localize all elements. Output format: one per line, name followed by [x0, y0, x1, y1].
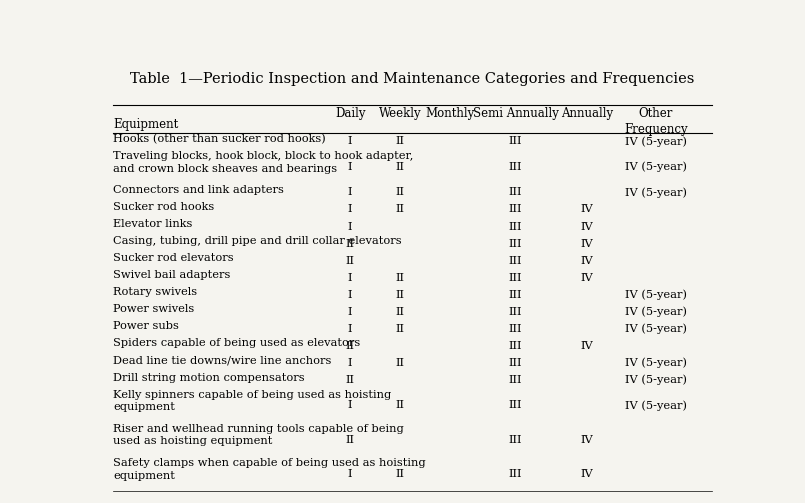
Text: IV (5-year): IV (5-year) [625, 289, 687, 300]
Text: III: III [509, 375, 522, 385]
Text: Sucker rod hooks: Sucker rod hooks [113, 202, 214, 212]
Text: I: I [348, 136, 353, 146]
Text: Annually: Annually [561, 107, 613, 120]
Text: II: II [395, 136, 405, 146]
Text: Power swivels: Power swivels [113, 304, 194, 314]
Text: Casing, tubing, drill pipe and drill collar elevators: Casing, tubing, drill pipe and drill col… [113, 236, 402, 246]
Text: I: I [348, 469, 353, 479]
Text: II: II [345, 256, 355, 266]
Text: IV (5-year): IV (5-year) [625, 187, 687, 198]
Text: Drill string motion compensators: Drill string motion compensators [113, 373, 305, 383]
Text: II: II [395, 273, 405, 283]
Text: III: III [509, 400, 522, 410]
Text: III: III [509, 307, 522, 317]
Text: III: III [509, 469, 522, 479]
Text: IV: IV [581, 221, 593, 231]
Text: Kelly spinners capable of being used as hoisting
equipment: Kelly spinners capable of being used as … [113, 389, 391, 412]
Text: I: I [348, 205, 353, 214]
Text: Monthly: Monthly [425, 107, 475, 120]
Text: IV (5-year): IV (5-year) [625, 323, 687, 334]
Text: III: III [509, 324, 522, 334]
Text: Dead line tie downs/wire line anchors: Dead line tie downs/wire line anchors [113, 356, 332, 366]
Text: I: I [348, 358, 353, 368]
Text: II: II [395, 205, 405, 214]
Text: IV: IV [581, 341, 593, 351]
Text: IV (5-year): IV (5-year) [625, 358, 687, 368]
Text: Equipment: Equipment [113, 118, 179, 131]
Text: I: I [348, 400, 353, 410]
Text: III: III [509, 238, 522, 248]
Text: Spiders capable of being used as elevators: Spiders capable of being used as elevato… [113, 339, 361, 349]
Text: Daily: Daily [335, 107, 365, 120]
Text: Power subs: Power subs [113, 321, 179, 331]
Text: IV (5-year): IV (5-year) [625, 136, 687, 146]
Text: Table  1—Periodic Inspection and Maintenance Categories and Frequencies: Table 1—Periodic Inspection and Maintena… [130, 72, 695, 86]
Text: I: I [348, 188, 353, 198]
Text: IV (5-year): IV (5-year) [625, 400, 687, 411]
Text: I: I [348, 324, 353, 334]
Text: III: III [509, 256, 522, 266]
Text: Traveling blocks, hook block, block to hook adapter,
and crown block sheaves and: Traveling blocks, hook block, block to h… [113, 151, 414, 174]
Text: Other
Frequency: Other Frequency [624, 107, 687, 136]
Text: II: II [395, 307, 405, 317]
Text: III: III [509, 290, 522, 300]
Text: I: I [348, 221, 353, 231]
Text: III: III [509, 162, 522, 172]
Text: I: I [348, 307, 353, 317]
Text: IV (5-year): IV (5-year) [625, 375, 687, 385]
Text: III: III [509, 136, 522, 146]
Text: IV (5-year): IV (5-year) [625, 306, 687, 317]
Text: II: II [395, 324, 405, 334]
Text: II: II [345, 375, 355, 385]
Text: IV: IV [581, 435, 593, 445]
Text: Safety clamps when capable of being used as hoisting
equipment: Safety clamps when capable of being used… [113, 458, 426, 480]
Text: III: III [509, 358, 522, 368]
Text: Connectors and link adapters: Connectors and link adapters [113, 185, 284, 195]
Text: IV: IV [581, 256, 593, 266]
Text: III: III [509, 341, 522, 351]
Text: III: III [509, 273, 522, 283]
Text: III: III [509, 221, 522, 231]
Text: II: II [395, 358, 405, 368]
Text: Weekly: Weekly [379, 107, 421, 120]
Text: Semi Annually: Semi Annually [473, 107, 559, 120]
Text: II: II [395, 162, 405, 172]
Text: Sucker rod elevators: Sucker rod elevators [113, 253, 233, 263]
Text: II: II [395, 290, 405, 300]
Text: I: I [348, 162, 353, 172]
Text: II: II [345, 435, 355, 445]
Text: IV: IV [581, 238, 593, 248]
Text: I: I [348, 290, 353, 300]
Text: Riser and wellhead running tools capable of being
used as hoisting equipment: Riser and wellhead running tools capable… [113, 424, 404, 447]
Text: I: I [348, 273, 353, 283]
Text: IV: IV [581, 205, 593, 214]
Text: II: II [345, 341, 355, 351]
Text: Rotary swivels: Rotary swivels [113, 287, 197, 297]
Text: III: III [509, 188, 522, 198]
Text: Elevator links: Elevator links [113, 219, 192, 229]
Text: Swivel bail adapters: Swivel bail adapters [113, 270, 230, 280]
Text: II: II [395, 469, 405, 479]
Text: III: III [509, 205, 522, 214]
Text: II: II [345, 238, 355, 248]
Text: IV: IV [581, 469, 593, 479]
Text: Hooks (other than sucker rod hooks): Hooks (other than sucker rod hooks) [113, 134, 326, 144]
Text: III: III [509, 435, 522, 445]
Text: II: II [395, 400, 405, 410]
Text: IV: IV [581, 273, 593, 283]
Text: IV (5-year): IV (5-year) [625, 161, 687, 172]
Text: II: II [395, 188, 405, 198]
